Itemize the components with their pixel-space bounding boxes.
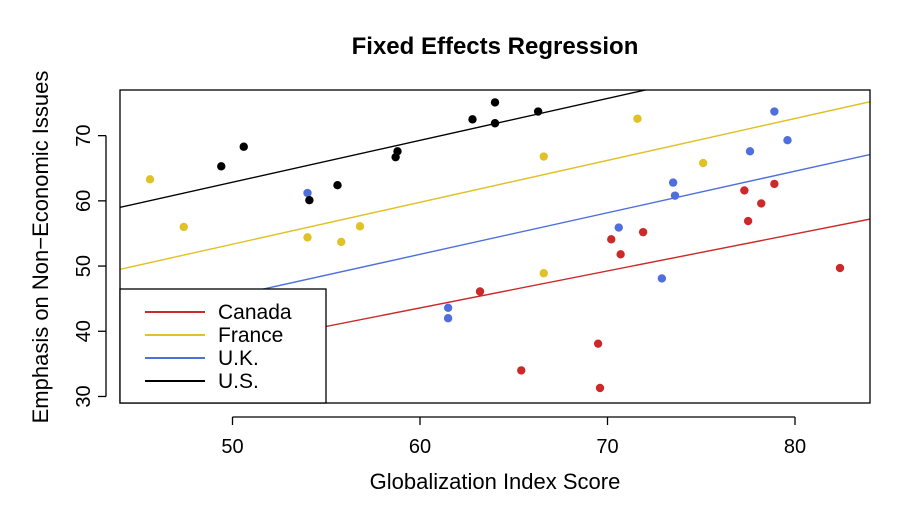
legend-box bbox=[119, 288, 327, 404]
data-point-2 bbox=[670, 191, 680, 200]
legend-label: U.S. bbox=[218, 370, 259, 393]
x-tick-label: 60 bbox=[409, 436, 431, 458]
y-tick-label: 40 bbox=[73, 320, 95, 342]
data-point-0 bbox=[595, 383, 605, 393]
y-tick-label: 50 bbox=[73, 255, 95, 277]
data-point-2 bbox=[783, 136, 792, 145]
x-axis-label: Globalization Index Score bbox=[370, 469, 621, 494]
data-point-3 bbox=[490, 98, 500, 107]
data-point-2 bbox=[614, 223, 623, 232]
regression-line-1 bbox=[120, 101, 870, 271]
data-point-3 bbox=[533, 107, 543, 116]
data-point-0 bbox=[593, 339, 603, 348]
x-axis: 50 60 70 80 bbox=[221, 416, 806, 458]
data-point-3 bbox=[468, 115, 477, 124]
data-point-1 bbox=[698, 158, 708, 168]
data-point-0 bbox=[475, 287, 485, 296]
data-point-3 bbox=[333, 181, 342, 190]
data-points bbox=[145, 98, 845, 393]
data-point-2 bbox=[657, 274, 667, 283]
data-point-0 bbox=[616, 250, 625, 259]
data-point-0 bbox=[835, 263, 845, 273]
data-point-1 bbox=[337, 237, 346, 247]
y-tick-label: 60 bbox=[73, 190, 95, 212]
data-point-2 bbox=[443, 314, 453, 323]
y-axis: 30 40 50 60 70 bbox=[73, 125, 107, 408]
y-tick-label: 70 bbox=[73, 125, 95, 147]
legend-label: Canada bbox=[218, 301, 292, 324]
x-tick-label: 50 bbox=[221, 436, 243, 458]
data-point-0 bbox=[770, 179, 779, 189]
data-point-2 bbox=[443, 303, 453, 312]
data-point-2 bbox=[303, 188, 312, 198]
data-point-3 bbox=[490, 119, 500, 128]
data-point-1 bbox=[539, 269, 548, 278]
data-point-1 bbox=[633, 114, 642, 123]
data-point-1 bbox=[539, 152, 548, 161]
data-point-3 bbox=[239, 142, 248, 151]
data-point-0 bbox=[757, 199, 766, 208]
data-point-0 bbox=[607, 235, 616, 244]
plot-frame bbox=[119, 89, 871, 404]
data-point-0 bbox=[740, 186, 749, 195]
y-tick-label: 30 bbox=[73, 385, 95, 407]
data-point-2 bbox=[745, 147, 755, 156]
legend-label: France bbox=[218, 324, 283, 347]
data-point-0 bbox=[638, 227, 648, 237]
chart-title: Fixed Effects Regression bbox=[352, 33, 639, 60]
data-point-3 bbox=[217, 162, 226, 171]
data-point-1 bbox=[303, 233, 312, 242]
data-point-2 bbox=[668, 178, 678, 187]
data-point-2 bbox=[770, 107, 779, 116]
y-axis-label: Emphasis on Non−Economic Issues bbox=[28, 71, 53, 424]
data-point-3 bbox=[391, 152, 400, 162]
data-point-0 bbox=[743, 216, 753, 226]
data-point-1 bbox=[145, 175, 155, 184]
data-point-0 bbox=[517, 366, 526, 375]
x-tick-label: 70 bbox=[596, 436, 618, 458]
x-tick-label: 80 bbox=[784, 436, 806, 458]
data-point-1 bbox=[355, 222, 365, 231]
data-point-1 bbox=[179, 222, 188, 232]
data-point-3 bbox=[305, 196, 314, 205]
legend-label: U.K. bbox=[218, 347, 259, 370]
